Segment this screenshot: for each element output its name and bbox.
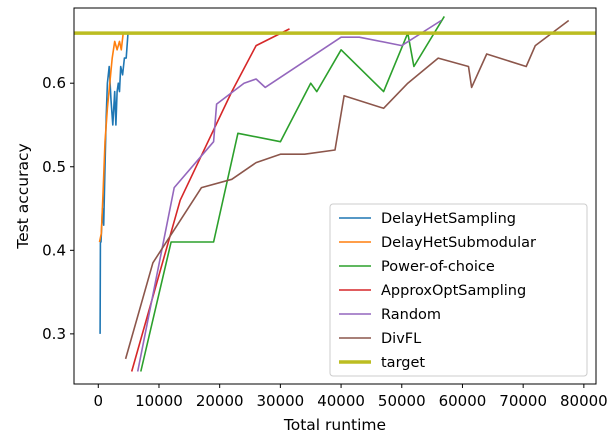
legend-label: target <box>381 355 425 371</box>
y-axis-label: Test accuracy <box>14 143 32 249</box>
legend-label: DelayHetSampling <box>381 211 516 227</box>
x-axis-label: Total runtime <box>283 416 386 433</box>
y-tick-label: 0.6 <box>42 74 66 92</box>
series-layer <box>74 15 596 372</box>
series-line-0 <box>99 33 129 334</box>
x-tick-label: 20000 <box>196 392 244 410</box>
y-tick-label: 0.4 <box>42 241 66 259</box>
series-line-3 <box>130 28 290 372</box>
x-tick-label: 70000 <box>499 392 547 410</box>
x-tick-label: 80000 <box>560 392 608 410</box>
series-line-4 <box>136 19 442 372</box>
y-axis-ticks: 0.3 0.4 0.5 0.6 <box>42 74 74 343</box>
series-line-5 <box>124 19 570 360</box>
x-tick-label: 30000 <box>257 392 305 410</box>
legend-label: ApproxOptSampling <box>381 283 526 299</box>
plot-frame <box>73 7 597 385</box>
legend-box <box>329 203 588 377</box>
legend: DelayHetSampling DelayHetSubmodular Power-… <box>329 203 588 377</box>
series-line-1 <box>98 32 126 243</box>
legend-label: Random <box>381 307 441 323</box>
x-tick-label: 60000 <box>439 392 487 410</box>
legend-label: DivFL <box>381 331 421 347</box>
y-tick-label: 0.3 <box>42 325 66 343</box>
x-tick-label: 0 <box>94 392 104 410</box>
x-tick-label: 50000 <box>378 392 426 410</box>
x-tick-label: 40000 <box>317 392 365 410</box>
x-tick-label: 10000 <box>135 392 183 410</box>
legend-label: Power-of-choice <box>381 259 495 275</box>
y-tick-label: 0.5 <box>42 158 66 176</box>
legend-label: DelayHetSubmodular <box>381 235 536 251</box>
x-axis-ticks: 0 10000 20000 30000 40000 50000 60000 70000 8000… <box>94 384 608 410</box>
series-line-2 <box>140 15 445 372</box>
